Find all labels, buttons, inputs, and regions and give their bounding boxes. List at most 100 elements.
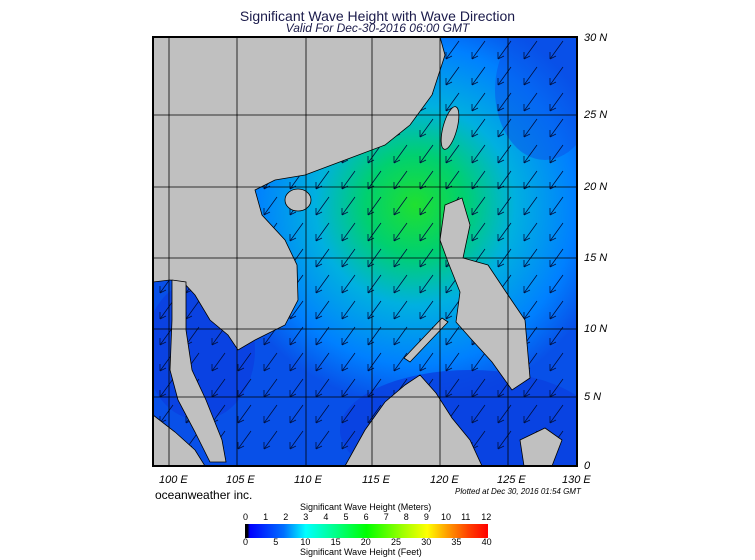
wave-arrow [497,40,512,60]
meters-tick: 4 [323,512,329,522]
wave-arrow [497,144,512,164]
wave-arrow [263,378,278,398]
wave-arrow [445,170,460,190]
meters-tick: 2 [283,512,289,522]
wave-arrow [523,92,538,112]
wave-arrow [497,404,512,424]
wave-arrow [263,196,278,216]
lat-label: 30 N [584,32,608,44]
wave-arrow [393,326,408,346]
wave-arrow [549,378,564,398]
credit: oceanweather inc. [155,488,253,502]
feet-tick: 15 [330,537,341,547]
wave-arrow [315,274,330,294]
lat-label: 25 N [584,109,608,121]
wave-arrow [237,404,252,424]
wave-arrow [419,170,434,190]
wave-arrow [471,196,486,216]
plotted-time: Plotted at Dec 30, 2016 01:54 GMT [455,487,581,496]
ocean-low-east [495,37,577,160]
wave-arrow [393,352,408,372]
wave-arrow [549,92,564,112]
lat-label: 15 N [584,252,608,264]
feet-tick: 30 [421,537,432,547]
wave-arrow [159,326,174,346]
meters-tick: 3 [303,512,309,522]
wave-arrow [471,378,486,398]
wave-arrow [367,326,382,346]
wave-arrow [367,170,382,190]
wave-arrow [341,378,356,398]
wave-arrow [549,170,564,190]
valid-time: Valid For Dec-30-2016 06:00 GMT [285,21,470,35]
wave-arrow [237,430,252,450]
wave-arrow [393,196,408,216]
wave-arrow [549,40,564,60]
wave-arrow [393,222,408,242]
wave-arrow [367,222,382,242]
meters-tick: 1 [263,512,269,522]
lat-label: 20 N [584,181,608,193]
wave-arrow [367,378,382,398]
feet-tick: 20 [360,537,371,547]
wave-arrow [159,300,174,320]
lon-label: 125 E [497,474,526,486]
wave-arrow [497,222,512,242]
meters-tick: 6 [363,512,369,522]
wave-arrow [471,66,486,86]
wave-arrow [497,118,512,138]
wave-arrow [471,170,486,190]
map-frame [152,36,578,467]
wave-arrow [549,352,564,372]
wave-arrow [419,196,434,216]
wave-arrow [315,404,330,424]
wave-arrow [263,430,278,450]
wave-arrow [211,352,226,372]
feet-tick: 0 [243,537,249,547]
wave-arrow [523,40,538,60]
wave-arrow [237,378,252,398]
meters-tick: 5 [343,512,349,522]
wave-arrow [393,300,408,320]
wave-arrow [471,352,486,372]
wave-arrow [341,196,356,216]
legend-feet-title: Significant Wave Height (Feet) [300,547,422,557]
wave-arrow [315,378,330,398]
chart-title: Significant Wave Height with Wave Direct… [239,8,516,24]
land-taiwan [440,106,460,150]
wave-arrow [341,222,356,242]
meters-tick: 8 [403,512,409,522]
wave-arrow [263,404,278,424]
wave-arrow [341,352,356,372]
wave-arrow [523,118,538,138]
wave-arrow [445,378,460,398]
wave-arrow [289,326,304,346]
wave-arrow [445,326,460,346]
wave-arrow [497,92,512,112]
wave-arrow [497,430,512,450]
wave-arrow [315,352,330,372]
wave-arrow [549,222,564,242]
land-philippines [439,197,531,391]
wave-arrow [315,222,330,242]
meters-tick: 11 [461,512,471,522]
feet-tick: 40 [481,537,492,547]
feet-tick: 25 [391,537,402,547]
colorbar [245,524,488,538]
feet-tick: 35 [451,537,462,547]
wave-arrow [497,196,512,216]
lon-label: 110 E [294,474,322,486]
wave-arrow [549,326,564,346]
land-sumatra [153,414,206,466]
wave-arrow [367,196,382,216]
wave-arrow [419,352,434,372]
wave-arrow [341,326,356,346]
wave-arrow [393,274,408,294]
wave-arrow [445,352,460,372]
wave-arrow [523,66,538,86]
wave-arrow [341,170,356,190]
wave-arrow [471,404,486,424]
wave-arrow [367,352,382,372]
lon-label: 105 E [226,474,255,486]
